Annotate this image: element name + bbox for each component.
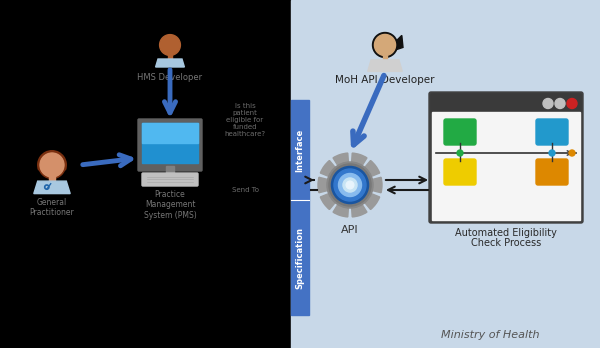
FancyBboxPatch shape: [536, 159, 568, 185]
Wedge shape: [350, 185, 380, 209]
FancyBboxPatch shape: [429, 92, 583, 223]
Circle shape: [38, 151, 65, 179]
Circle shape: [549, 150, 555, 156]
Circle shape: [346, 181, 354, 189]
Bar: [167, 54, 172, 59]
Circle shape: [555, 98, 565, 109]
Polygon shape: [155, 59, 184, 67]
Circle shape: [457, 150, 463, 156]
Text: General
Practitioner: General Practitioner: [29, 198, 74, 218]
Text: Practice
Management
System (PMS): Practice Management System (PMS): [143, 190, 196, 220]
Circle shape: [329, 164, 371, 206]
Circle shape: [41, 153, 64, 176]
Circle shape: [569, 150, 575, 156]
Polygon shape: [368, 60, 402, 71]
FancyBboxPatch shape: [142, 173, 198, 186]
Bar: [432, 112, 580, 220]
Circle shape: [40, 153, 64, 177]
FancyBboxPatch shape: [536, 119, 568, 145]
Bar: [142, 123, 198, 143]
Wedge shape: [318, 177, 350, 193]
Wedge shape: [320, 185, 350, 209]
FancyBboxPatch shape: [431, 94, 581, 113]
Bar: [383, 55, 388, 60]
Text: Send To: Send To: [232, 187, 259, 193]
FancyBboxPatch shape: [138, 119, 202, 171]
Circle shape: [334, 169, 366, 201]
Circle shape: [331, 166, 368, 204]
Text: Is this
patient
eligible for
funded
healthcare?: Is this patient eligible for funded heal…: [224, 103, 266, 137]
Bar: [432, 95, 580, 112]
Text: MoH API Developer: MoH API Developer: [335, 75, 435, 85]
Circle shape: [374, 34, 395, 56]
Wedge shape: [350, 185, 367, 217]
Circle shape: [160, 34, 181, 55]
Wedge shape: [320, 160, 350, 185]
Bar: [166, 166, 174, 174]
Bar: [49, 176, 55, 181]
Wedge shape: [350, 177, 382, 193]
Text: Specification: Specification: [296, 227, 305, 289]
Text: Automated Eligibility: Automated Eligibility: [455, 228, 557, 238]
Bar: [291, 0, 600, 348]
Circle shape: [567, 98, 577, 109]
Circle shape: [373, 32, 397, 57]
Circle shape: [543, 98, 553, 109]
Text: Interface: Interface: [296, 128, 305, 172]
Polygon shape: [34, 181, 70, 193]
FancyBboxPatch shape: [444, 159, 476, 185]
FancyBboxPatch shape: [444, 119, 476, 145]
Wedge shape: [333, 185, 350, 217]
Polygon shape: [395, 35, 403, 50]
Bar: [142, 123, 198, 163]
Bar: [291, 100, 309, 200]
Bar: [291, 200, 309, 315]
Wedge shape: [333, 153, 350, 185]
Circle shape: [343, 178, 357, 192]
Text: API: API: [341, 225, 359, 235]
Wedge shape: [350, 153, 367, 185]
Text: Check Process: Check Process: [471, 238, 541, 248]
Circle shape: [327, 162, 373, 208]
Wedge shape: [38, 151, 66, 170]
Circle shape: [338, 174, 362, 197]
Wedge shape: [350, 160, 380, 185]
Text: HMS Developer: HMS Developer: [137, 73, 203, 82]
Text: Ministry of Health: Ministry of Health: [441, 330, 539, 340]
